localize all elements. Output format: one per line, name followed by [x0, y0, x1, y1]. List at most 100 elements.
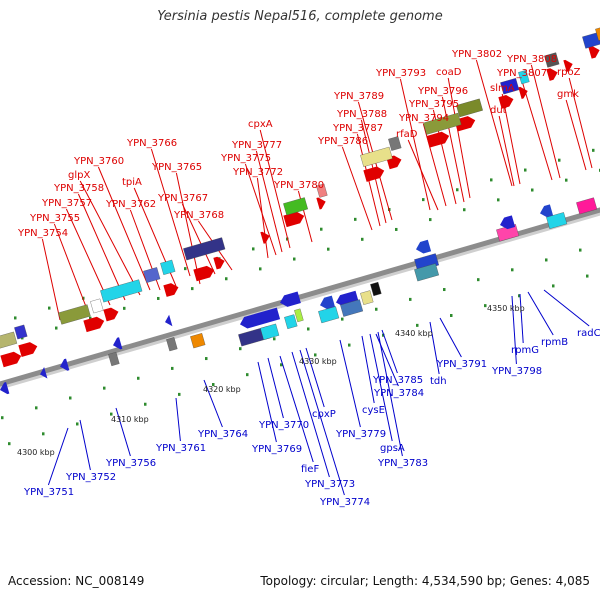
tick-mark — [416, 323, 419, 327]
tick-mark — [497, 198, 500, 202]
tick-mark — [293, 257, 296, 261]
gene-box — [260, 323, 280, 340]
tick-mark — [110, 412, 113, 416]
gene-box-fill — [294, 308, 304, 323]
gene-arrow-fill — [240, 307, 281, 329]
tick-mark — [511, 268, 514, 272]
label-leader-line — [519, 293, 524, 344]
gene-box-fill — [190, 333, 206, 349]
label-leader-line — [181, 203, 216, 275]
gene-arrow-fill — [546, 68, 558, 81]
gene-label-bottom: YPN_3779 — [335, 429, 386, 440]
gene-label-bottom: cpxP — [312, 409, 336, 420]
gene-label-bottom: YPN_3769 — [251, 444, 302, 455]
gene-box — [544, 52, 560, 68]
gene-arrow-fill — [165, 314, 173, 327]
label-leader-line — [97, 166, 151, 291]
gene-box-fill — [160, 259, 176, 275]
gene-box — [316, 183, 328, 198]
label-leader-line — [441, 96, 465, 203]
gene-box-fill — [500, 78, 520, 95]
gene-arrow-fill — [426, 131, 450, 148]
gene-label-bottom: cysE — [362, 405, 385, 416]
gene-box — [370, 281, 382, 297]
gene-arrow-forward — [18, 342, 38, 357]
tick-mark — [518, 294, 521, 298]
gene-box — [58, 304, 91, 325]
gene-arrow-fill — [18, 342, 38, 357]
gene-box — [318, 306, 340, 324]
gene-label-bottom: YPN_3785 — [372, 375, 423, 386]
gene-label-bottom: YPN_3784 — [373, 388, 424, 399]
page-title: Yersinia pestis Nepal516, complete genom… — [157, 9, 443, 24]
label-leader-line — [305, 347, 325, 408]
label-leader-line — [259, 129, 291, 249]
tick-mark — [552, 284, 555, 288]
gene-label-bottom: rpmB — [541, 337, 568, 348]
tick-mark — [354, 217, 357, 221]
label-leader-line — [255, 150, 283, 253]
gene-box-fill — [360, 290, 374, 305]
tick-mark — [178, 392, 181, 396]
tick-mark — [565, 178, 568, 182]
gene-label-top: YPN_3777 — [231, 140, 282, 151]
gene-arrow-reverse — [540, 204, 554, 218]
tick-mark — [89, 316, 92, 320]
gene-arrow-forward — [563, 59, 573, 72]
label-leader-line — [341, 146, 373, 231]
gene-arrow-forward — [0, 351, 22, 368]
gene-features — [0, 26, 600, 395]
gene-label-top: YPN_3807 — [496, 68, 547, 79]
gene-box — [166, 337, 178, 352]
gene-arrow-fill — [283, 211, 305, 228]
gene-label-top: coaD — [436, 67, 462, 78]
gene-arrow-fill — [588, 46, 600, 59]
gene-label-bottom: YPN_3773 — [304, 479, 355, 490]
gene-label-top: YPN_3788 — [336, 109, 387, 120]
scale-label: 4350 kbp — [487, 304, 525, 313]
label-leader-line — [439, 317, 462, 358]
tick-mark — [429, 218, 432, 222]
gene-box — [108, 351, 120, 367]
label-leader-line — [291, 351, 330, 478]
gene-box-fill — [414, 263, 439, 282]
gene-label-top: dut — [490, 105, 507, 116]
scale-label: 4340 kbp — [395, 329, 433, 338]
gene-box-fill — [595, 26, 600, 41]
gene-label-top: YPN_3766 — [126, 138, 177, 149]
tick-mark — [14, 316, 17, 320]
tick-mark — [456, 188, 459, 192]
label-leader-line — [257, 361, 277, 443]
gene-box-fill — [340, 299, 364, 317]
gene-box — [90, 298, 104, 314]
gene-box-fill — [576, 197, 598, 215]
tick-mark — [443, 288, 446, 292]
accession-text: Accession: NC_008149 — [8, 574, 145, 588]
label-leader-line — [203, 379, 223, 428]
tick-mark — [314, 353, 317, 357]
tick-mark — [42, 432, 45, 436]
tick-mark — [191, 287, 194, 291]
gene-label-top: YPN_3768 — [173, 210, 224, 221]
gene-label-top: YPN_3772 — [232, 167, 283, 178]
tick-mark — [239, 347, 242, 351]
gene-box-fill — [0, 331, 18, 349]
label-leader-line — [244, 163, 277, 256]
gene-label-top: YPN_3755 — [29, 213, 80, 224]
gene-arrow-fill — [83, 316, 105, 333]
gene-label-top: YPN_3793 — [375, 68, 426, 79]
gene-arrow-fill — [40, 366, 48, 379]
gene-arrow-fill — [320, 295, 336, 310]
tick-mark — [144, 402, 147, 406]
tick-mark — [341, 317, 344, 321]
gene-arrow-forward — [498, 95, 514, 109]
gene-label-top: YPN_3765 — [151, 162, 202, 173]
gene-arrow-reverse — [240, 307, 281, 329]
gene-label-bottom: YPN_3774 — [319, 497, 370, 508]
tick-mark — [327, 247, 330, 251]
gene-label-top: YPN_3757 — [41, 198, 92, 209]
gene-box-fill — [166, 337, 178, 352]
gene-box — [294, 308, 304, 323]
label-leader-line — [501, 93, 521, 185]
